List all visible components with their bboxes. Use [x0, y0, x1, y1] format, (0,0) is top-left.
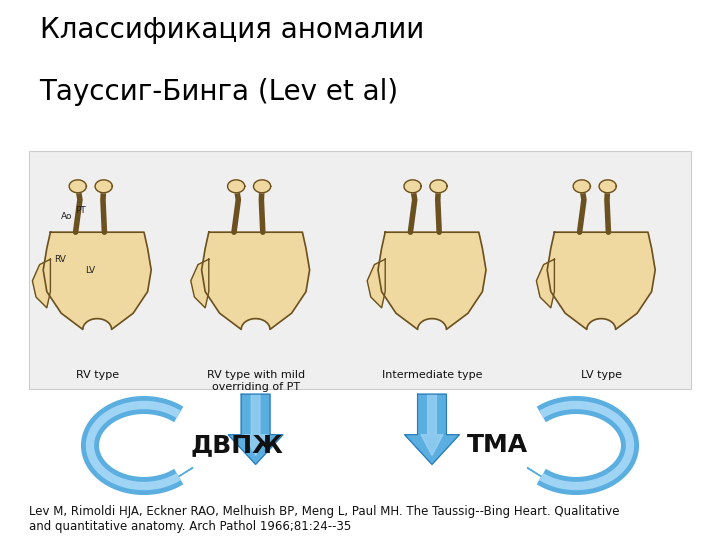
Text: RV: RV	[54, 255, 66, 264]
Polygon shape	[32, 259, 50, 308]
Polygon shape	[202, 232, 310, 329]
Text: Тауссиг-Бинга (Lev et al): Тауссиг-Бинга (Lev et al)	[40, 78, 399, 106]
Text: ТМА: ТМА	[467, 434, 528, 457]
Text: Intermediate type: Intermediate type	[382, 370, 482, 380]
Polygon shape	[404, 180, 421, 193]
Text: RV type: RV type	[76, 370, 119, 380]
FancyBboxPatch shape	[29, 151, 691, 389]
Polygon shape	[43, 232, 151, 329]
Polygon shape	[547, 232, 655, 329]
Text: Классификация аномалии: Классификация аномалии	[40, 16, 424, 44]
Polygon shape	[599, 180, 616, 193]
Text: RV type with mild
overriding of PT: RV type with mild overriding of PT	[207, 370, 305, 392]
Polygon shape	[253, 180, 271, 193]
Polygon shape	[228, 180, 245, 193]
Polygon shape	[179, 468, 193, 476]
Text: ДВПЖ: ДВПЖ	[191, 434, 284, 457]
Text: LV: LV	[85, 266, 95, 275]
Polygon shape	[367, 259, 385, 308]
Text: PT: PT	[76, 206, 86, 215]
Polygon shape	[536, 259, 554, 308]
Polygon shape	[191, 259, 209, 308]
Polygon shape	[95, 180, 112, 193]
Polygon shape	[405, 394, 459, 464]
Text: LV type: LV type	[581, 370, 621, 380]
Polygon shape	[245, 394, 266, 455]
Polygon shape	[69, 180, 86, 193]
Polygon shape	[527, 468, 541, 476]
Polygon shape	[573, 180, 590, 193]
Text: Lev M, Rimoldi HJA, Eckner RAO, Melhuish BP, Meng L, Paul MH. The Taussig--Bing : Lev M, Rimoldi HJA, Eckner RAO, Melhuish…	[29, 505, 619, 533]
Polygon shape	[228, 394, 283, 464]
Polygon shape	[430, 180, 447, 193]
Polygon shape	[378, 232, 486, 329]
Polygon shape	[421, 394, 443, 455]
Text: Ao: Ao	[61, 212, 73, 221]
